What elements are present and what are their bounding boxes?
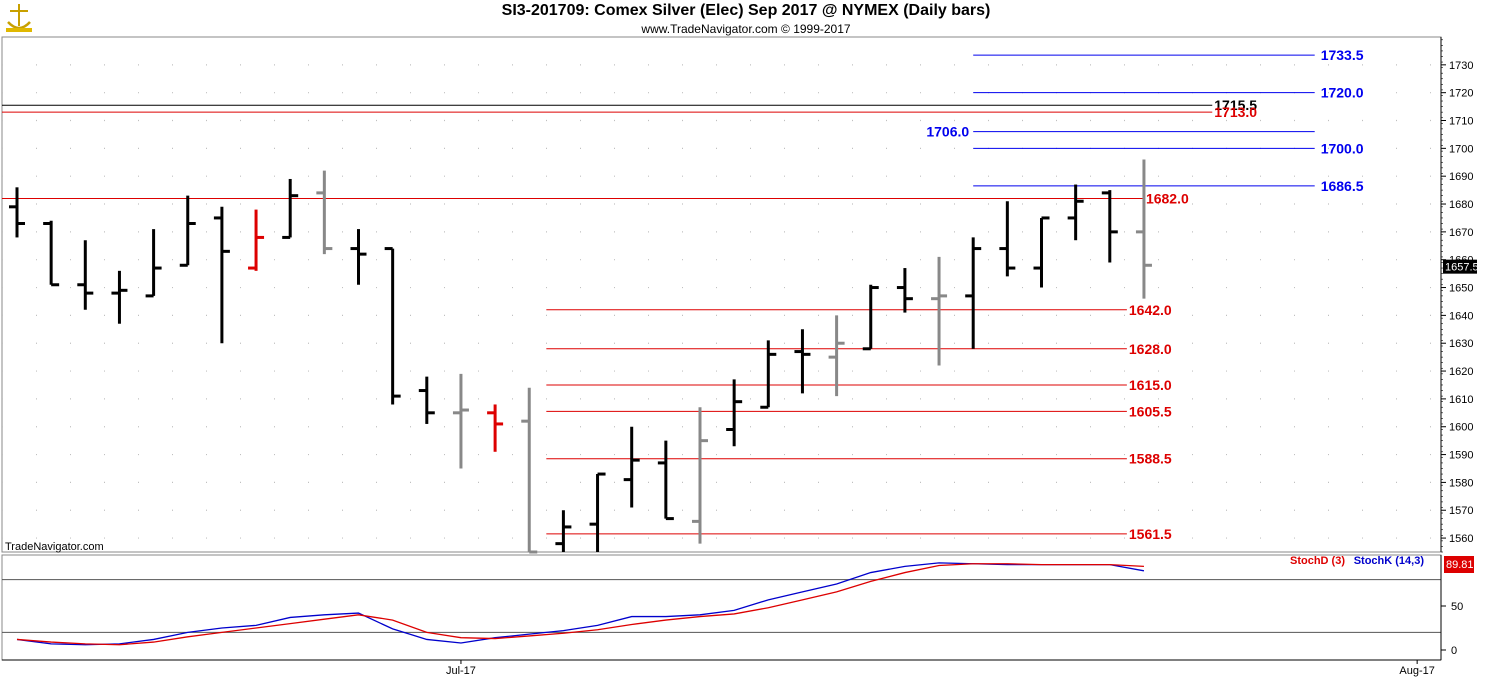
price-tick-label: 1730 [1449,60,1473,72]
stoch-series-line [16,563,1144,646]
price-tick-label: 1710 [1449,116,1473,128]
price-tick-label: 1580 [1449,477,1473,489]
price-tick-label: 1680 [1449,199,1473,211]
price-tick-label: 1630 [1449,338,1473,350]
stoch-value-box [1444,556,1474,573]
chart-subtitle: www.TradeNavigator.com © 1999-2017 [641,22,851,36]
price-tick-label: 1690 [1449,171,1473,183]
price-tick-label: 1620 [1449,366,1473,378]
date-tick-label: Aug-17 [1399,665,1434,677]
price-tick-label: 1670 [1449,227,1473,239]
level-label: 1628.0 [1129,341,1172,357]
level-label: 1561.5 [1129,526,1172,542]
stoch-tick-label: 50 [1451,601,1463,613]
price-tick-label: 1700 [1449,143,1473,155]
stoch-series-line [16,562,1145,646]
stoch-value-label: 89.81 [1446,559,1474,571]
price-tick-label: 1650 [1449,283,1473,295]
date-tick-label: Jul-17 [446,665,476,677]
level-label: 1588.5 [1129,451,1172,467]
level-label: 1733.5 [1321,47,1364,63]
price-tick-label: 1610 [1449,394,1473,406]
level-label: 1706.0 [926,124,969,140]
stoch-tick-label: 0 [1451,645,1457,657]
level-label: 1713.0 [1214,104,1257,120]
trade-navigator-logo-icon [4,2,34,34]
last-price-box [1443,259,1477,274]
stoch-panel-frame [1,554,1442,661]
price-tick-label: 1600 [1449,422,1473,434]
level-label: 1700.0 [1321,140,1364,156]
watermark-label: TradeNavigator.com [5,541,104,553]
price-tick-label: 1590 [1449,450,1473,462]
level-label: 1615.0 [1129,377,1172,393]
stoch-legend-d: StochD (3) [1290,555,1345,567]
level-label: 1605.5 [1129,403,1172,419]
stoch-legend-k: StochK (14,3) [1354,555,1425,567]
level-label: 1715.5 [1214,97,1257,113]
price-tick-label: 1560 [1449,533,1473,545]
level-label: 1720.0 [1321,85,1364,101]
chart-title: SI3-201709: Comex Silver (Elec) Sep 2017… [501,2,991,19]
price-tick-label: 1570 [1449,505,1473,517]
level-label: 1682.0 [1146,190,1189,206]
level-label: 1686.5 [1321,178,1364,194]
price-tick-label: 1720 [1449,88,1473,100]
level-label: 1642.0 [1129,302,1172,318]
last-price-label: 1657.5 [1445,262,1479,274]
price-tick-label: 1640 [1449,310,1473,322]
